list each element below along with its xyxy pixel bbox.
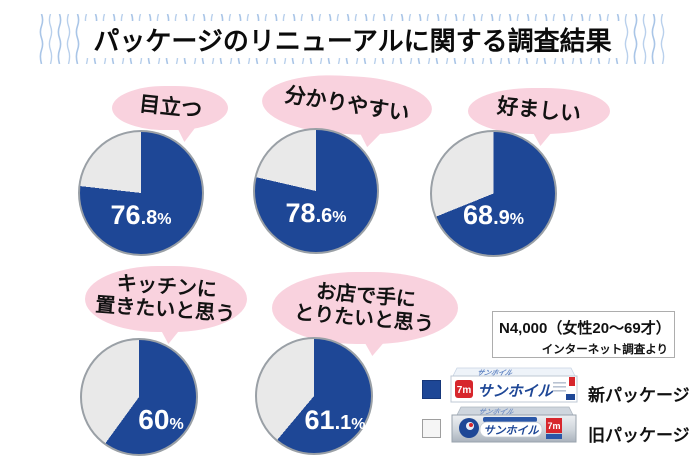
old-package-product-image: サンホイル サンホイル 7m	[451, 406, 577, 443]
title-banner: パッケージのリニューアルに関する調査結果	[37, 14, 668, 64]
pie-value-label: 61.1%	[304, 405, 366, 435]
bubble-label: キッチンに 置きたいと思う	[95, 271, 238, 327]
speech-bubble-store: お店で手に とりたいと思う	[272, 272, 458, 344]
title-box: パッケージのリニューアルに関する調査結果	[82, 21, 623, 58]
bubble-label: 目立つ	[137, 92, 203, 123]
legend-swatch-old-package	[422, 419, 441, 438]
pie-value-label: 76.8%	[110, 200, 172, 230]
pie-chart-stands-out: 76.8%	[78, 130, 204, 256]
pie-chart-preferable: 68.9%	[430, 130, 557, 257]
legend-label-new-package: 新パッケージ	[588, 386, 690, 405]
svg-text:サンホイル: サンホイル	[484, 425, 540, 437]
legend-swatch-new-package	[422, 380, 441, 399]
page-title: パッケージのリニューアルに関する調査結果	[93, 26, 612, 56]
bubble-label: お店で手に とりたいと思う	[293, 279, 436, 337]
bubble-label: 好ましい	[496, 94, 583, 127]
survey-note-box: N4,000（女性20～69才） インターネット調査より	[492, 311, 675, 358]
svg-text:サンホイル: サンホイル	[476, 369, 514, 377]
new-package-product-image: サンホイル 7m サンホイル	[450, 367, 578, 403]
legend-label-old-package: 旧パッケージ	[588, 426, 690, 445]
pie-chart-kitchen: 60%	[80, 338, 198, 456]
speech-bubble-stands-out: 目立つ	[112, 86, 228, 130]
speech-bubble-preferable: 好ましい	[468, 88, 610, 134]
survey-sample-size: N4,000（女性20～69才）	[499, 320, 671, 337]
svg-text:7m: 7m	[547, 421, 560, 431]
pie-value-label: 78.6%	[285, 198, 347, 228]
pie-chart-easy-to-understand: 78.6%	[253, 128, 379, 254]
survey-method: インターネット調査より	[541, 344, 668, 356]
pie-chart-store: 61.1%	[255, 337, 373, 455]
pie-value-label: 60%	[138, 404, 184, 435]
svg-text:サンホイル: サンホイル	[477, 383, 553, 400]
bubble-label: 分かりやすい	[283, 83, 412, 126]
pie-value-label: 68.9%	[463, 200, 524, 230]
svg-text:サンホイル: サンホイル	[477, 408, 515, 416]
speech-bubble-kitchen: キッチンに 置きたいと思う	[85, 266, 247, 332]
speech-bubble-easy-to-understand: 分かりやすい	[260, 71, 434, 139]
svg-text:7m: 7m	[457, 385, 472, 396]
